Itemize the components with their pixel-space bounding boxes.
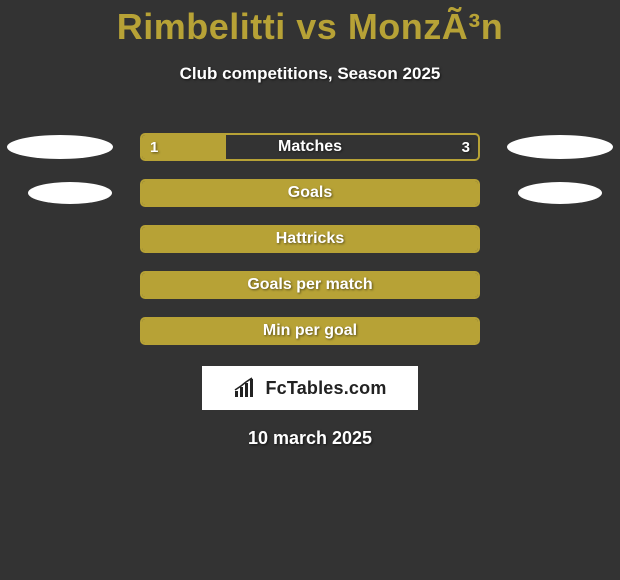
subtitle: Club competitions, Season 2025 — [0, 64, 620, 84]
page-title: Rimbelitti vs MonzÃ³n — [0, 0, 620, 48]
bar-label: Min per goal — [142, 319, 478, 343]
bar-label: Goals per match — [142, 273, 478, 297]
watermark-text: FcTables.com — [265, 378, 386, 399]
bar-label: Goals — [142, 181, 478, 205]
bar-track: Hattricks — [140, 225, 480, 253]
ellipse-left — [28, 182, 112, 204]
bar-label: Hattricks — [142, 227, 478, 251]
chart-icon — [233, 377, 259, 399]
bar-label: Matches — [142, 135, 478, 159]
bar-track: Goals per match — [140, 271, 480, 299]
comparison-chart: 13Matches Goals Hattricks Goals per match Mi… — [0, 124, 620, 354]
chart-row: Goals — [0, 170, 620, 216]
chart-row: 13Matches — [0, 124, 620, 170]
ellipse-right — [507, 135, 613, 159]
title-player1: Rimbelitti — [117, 6, 286, 47]
bar-track: Min per goal — [140, 317, 480, 345]
title-vs: vs — [296, 6, 337, 47]
chart-row: Hattricks — [0, 216, 620, 262]
ellipse-left — [7, 135, 113, 159]
chart-row: Min per goal — [0, 308, 620, 354]
bar-track: Goals — [140, 179, 480, 207]
watermark: FcTables.com — [202, 366, 418, 410]
ellipse-right — [518, 182, 602, 204]
bar-track: 13Matches — [140, 133, 480, 161]
title-player2: MonzÃ³n — [348, 6, 503, 47]
chart-row: Goals per match — [0, 262, 620, 308]
datestamp: 10 march 2025 — [0, 428, 620, 449]
